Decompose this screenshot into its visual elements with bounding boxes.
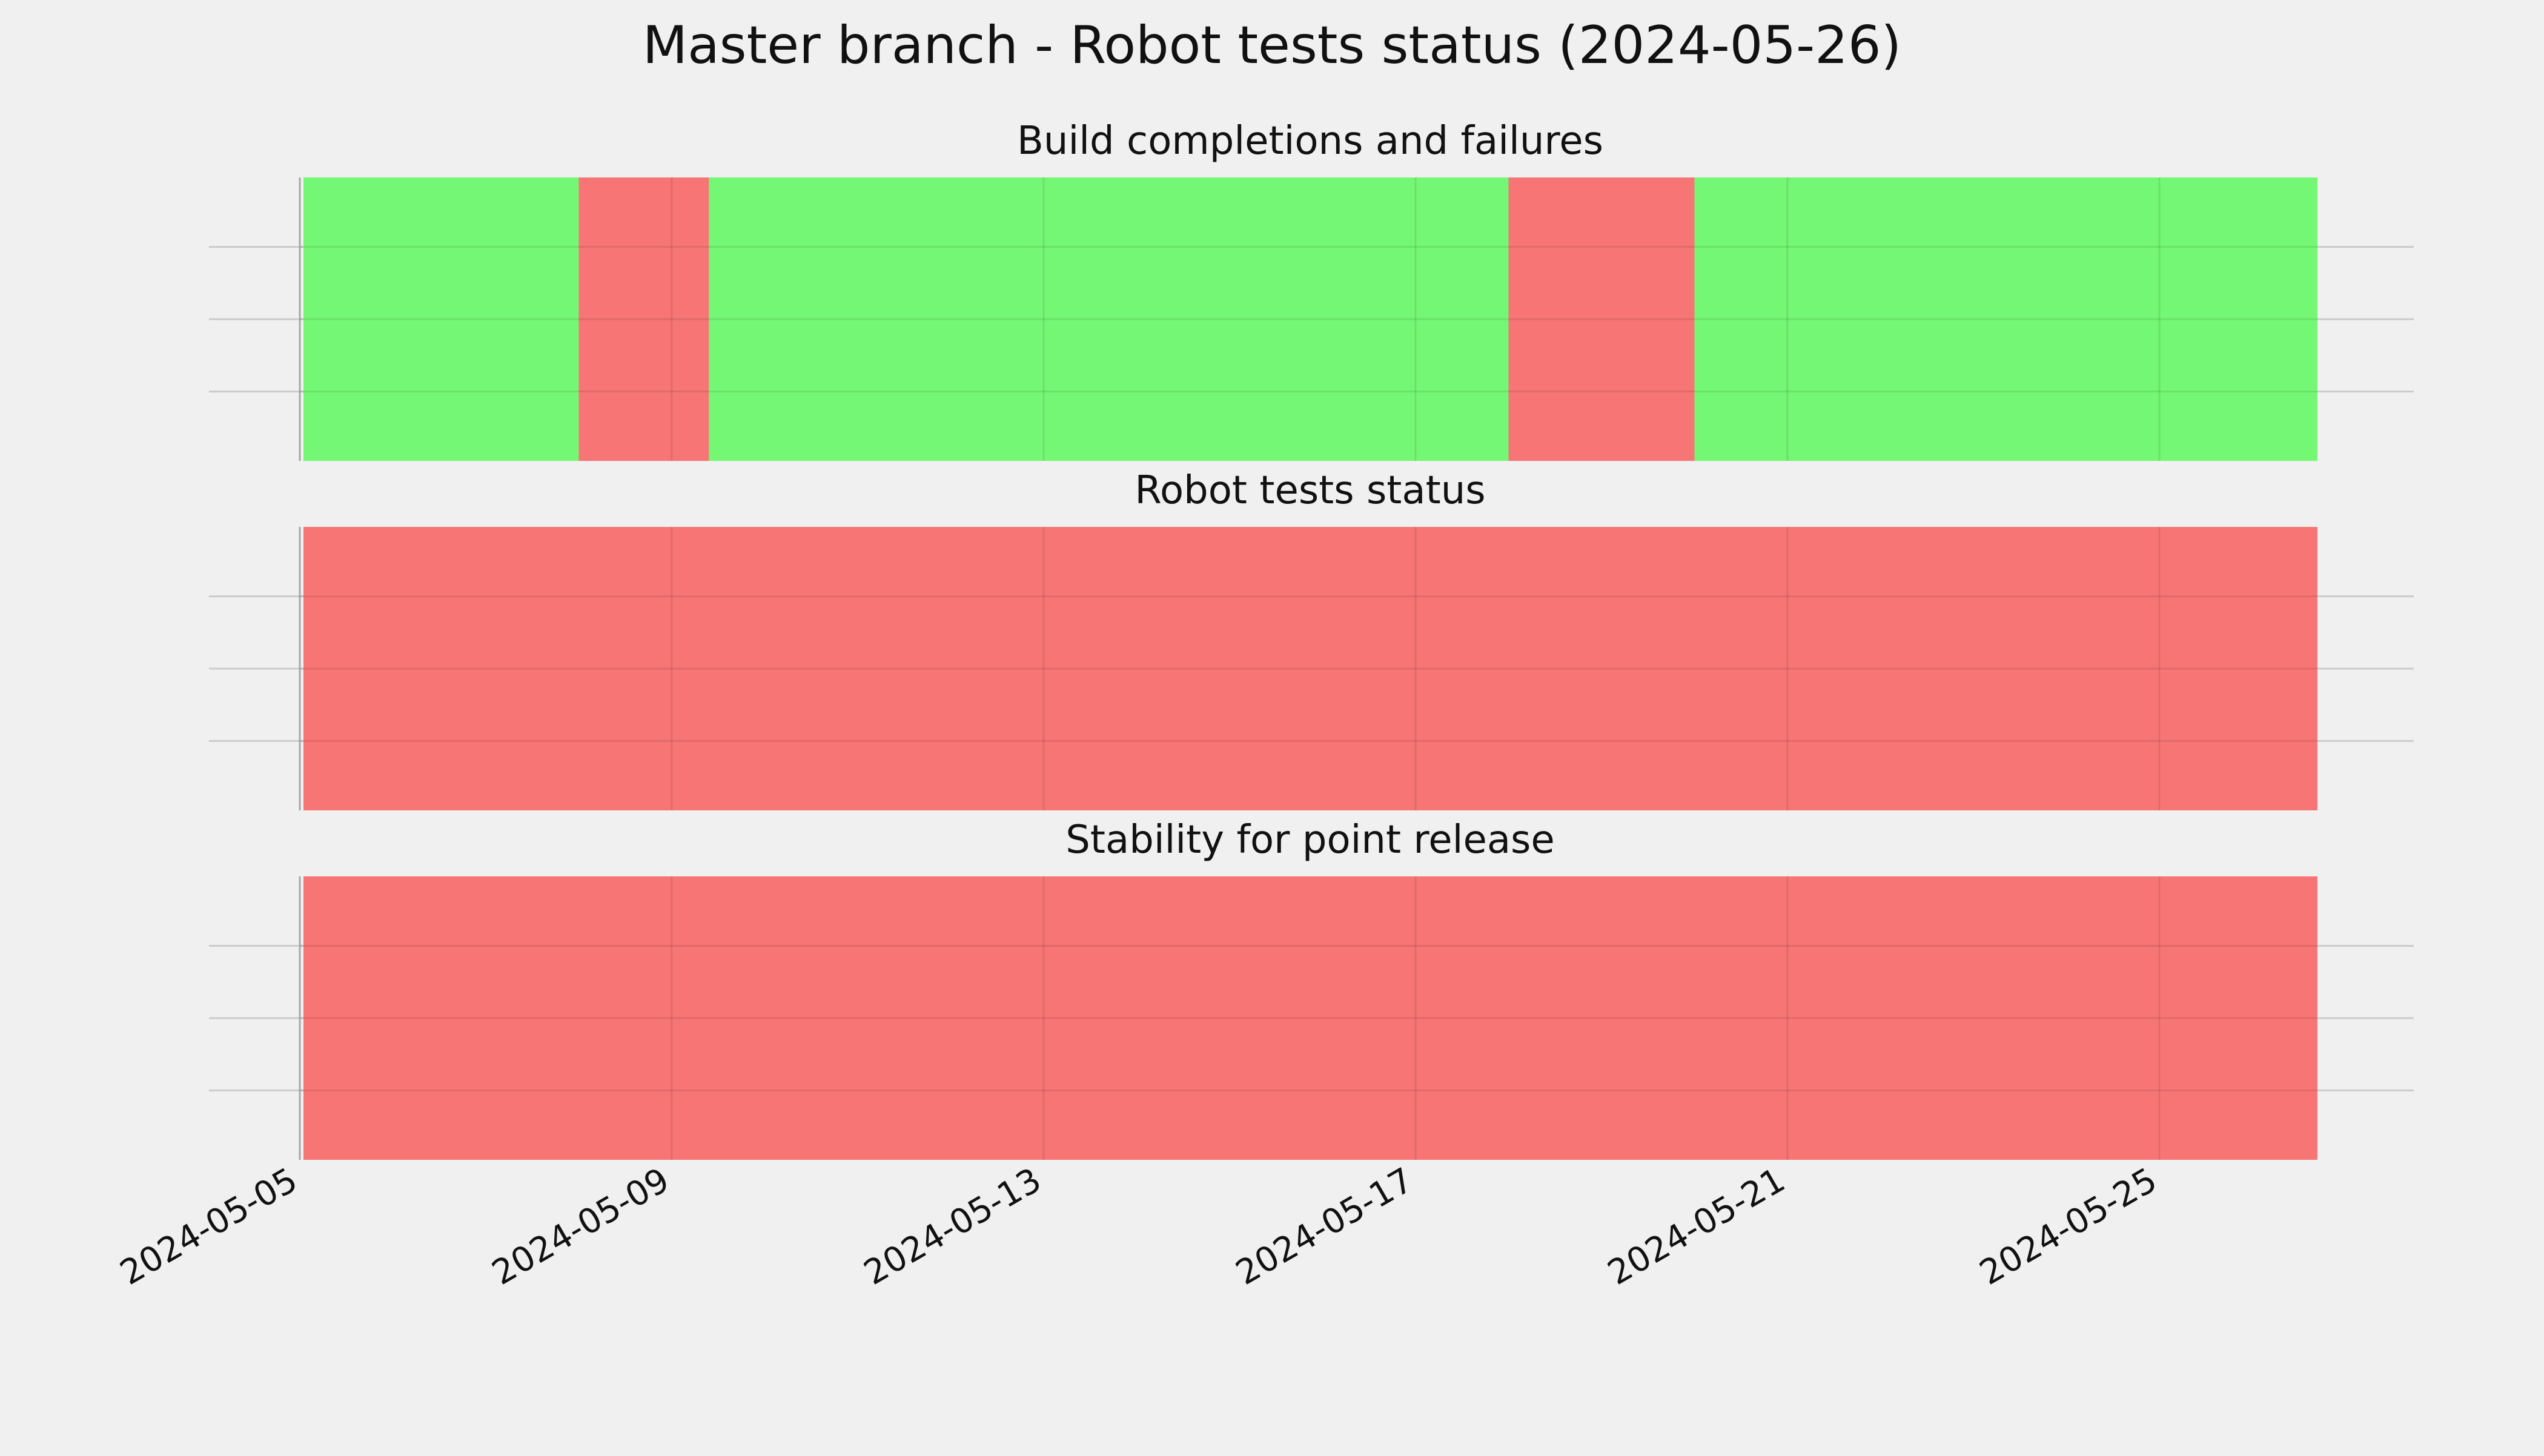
chart-title: Master branch - Robot tests status (2024… (643, 15, 1901, 76)
panel-3: Stability for point release (209, 818, 2414, 1160)
status-segment-pass (303, 177, 579, 461)
status-segment-pass (1694, 177, 2317, 461)
status-segment-fail (578, 177, 709, 461)
panel-2: Robot tests status (209, 468, 2414, 810)
status-segment-fail (1508, 177, 1695, 461)
panel-subtitle: Stability for point release (1065, 818, 1555, 862)
status-segment-pass (709, 177, 1509, 461)
status-segment-fail (303, 527, 2317, 810)
panel-subtitle: Robot tests status (1135, 468, 1485, 513)
status-segment-fail (303, 876, 2317, 1160)
panel-subtitle: Build completions and failures (1017, 119, 1603, 164)
panel-1: Build completions and failures (209, 119, 2414, 461)
panels: Build completions and failures Robot test… (209, 119, 2414, 1160)
